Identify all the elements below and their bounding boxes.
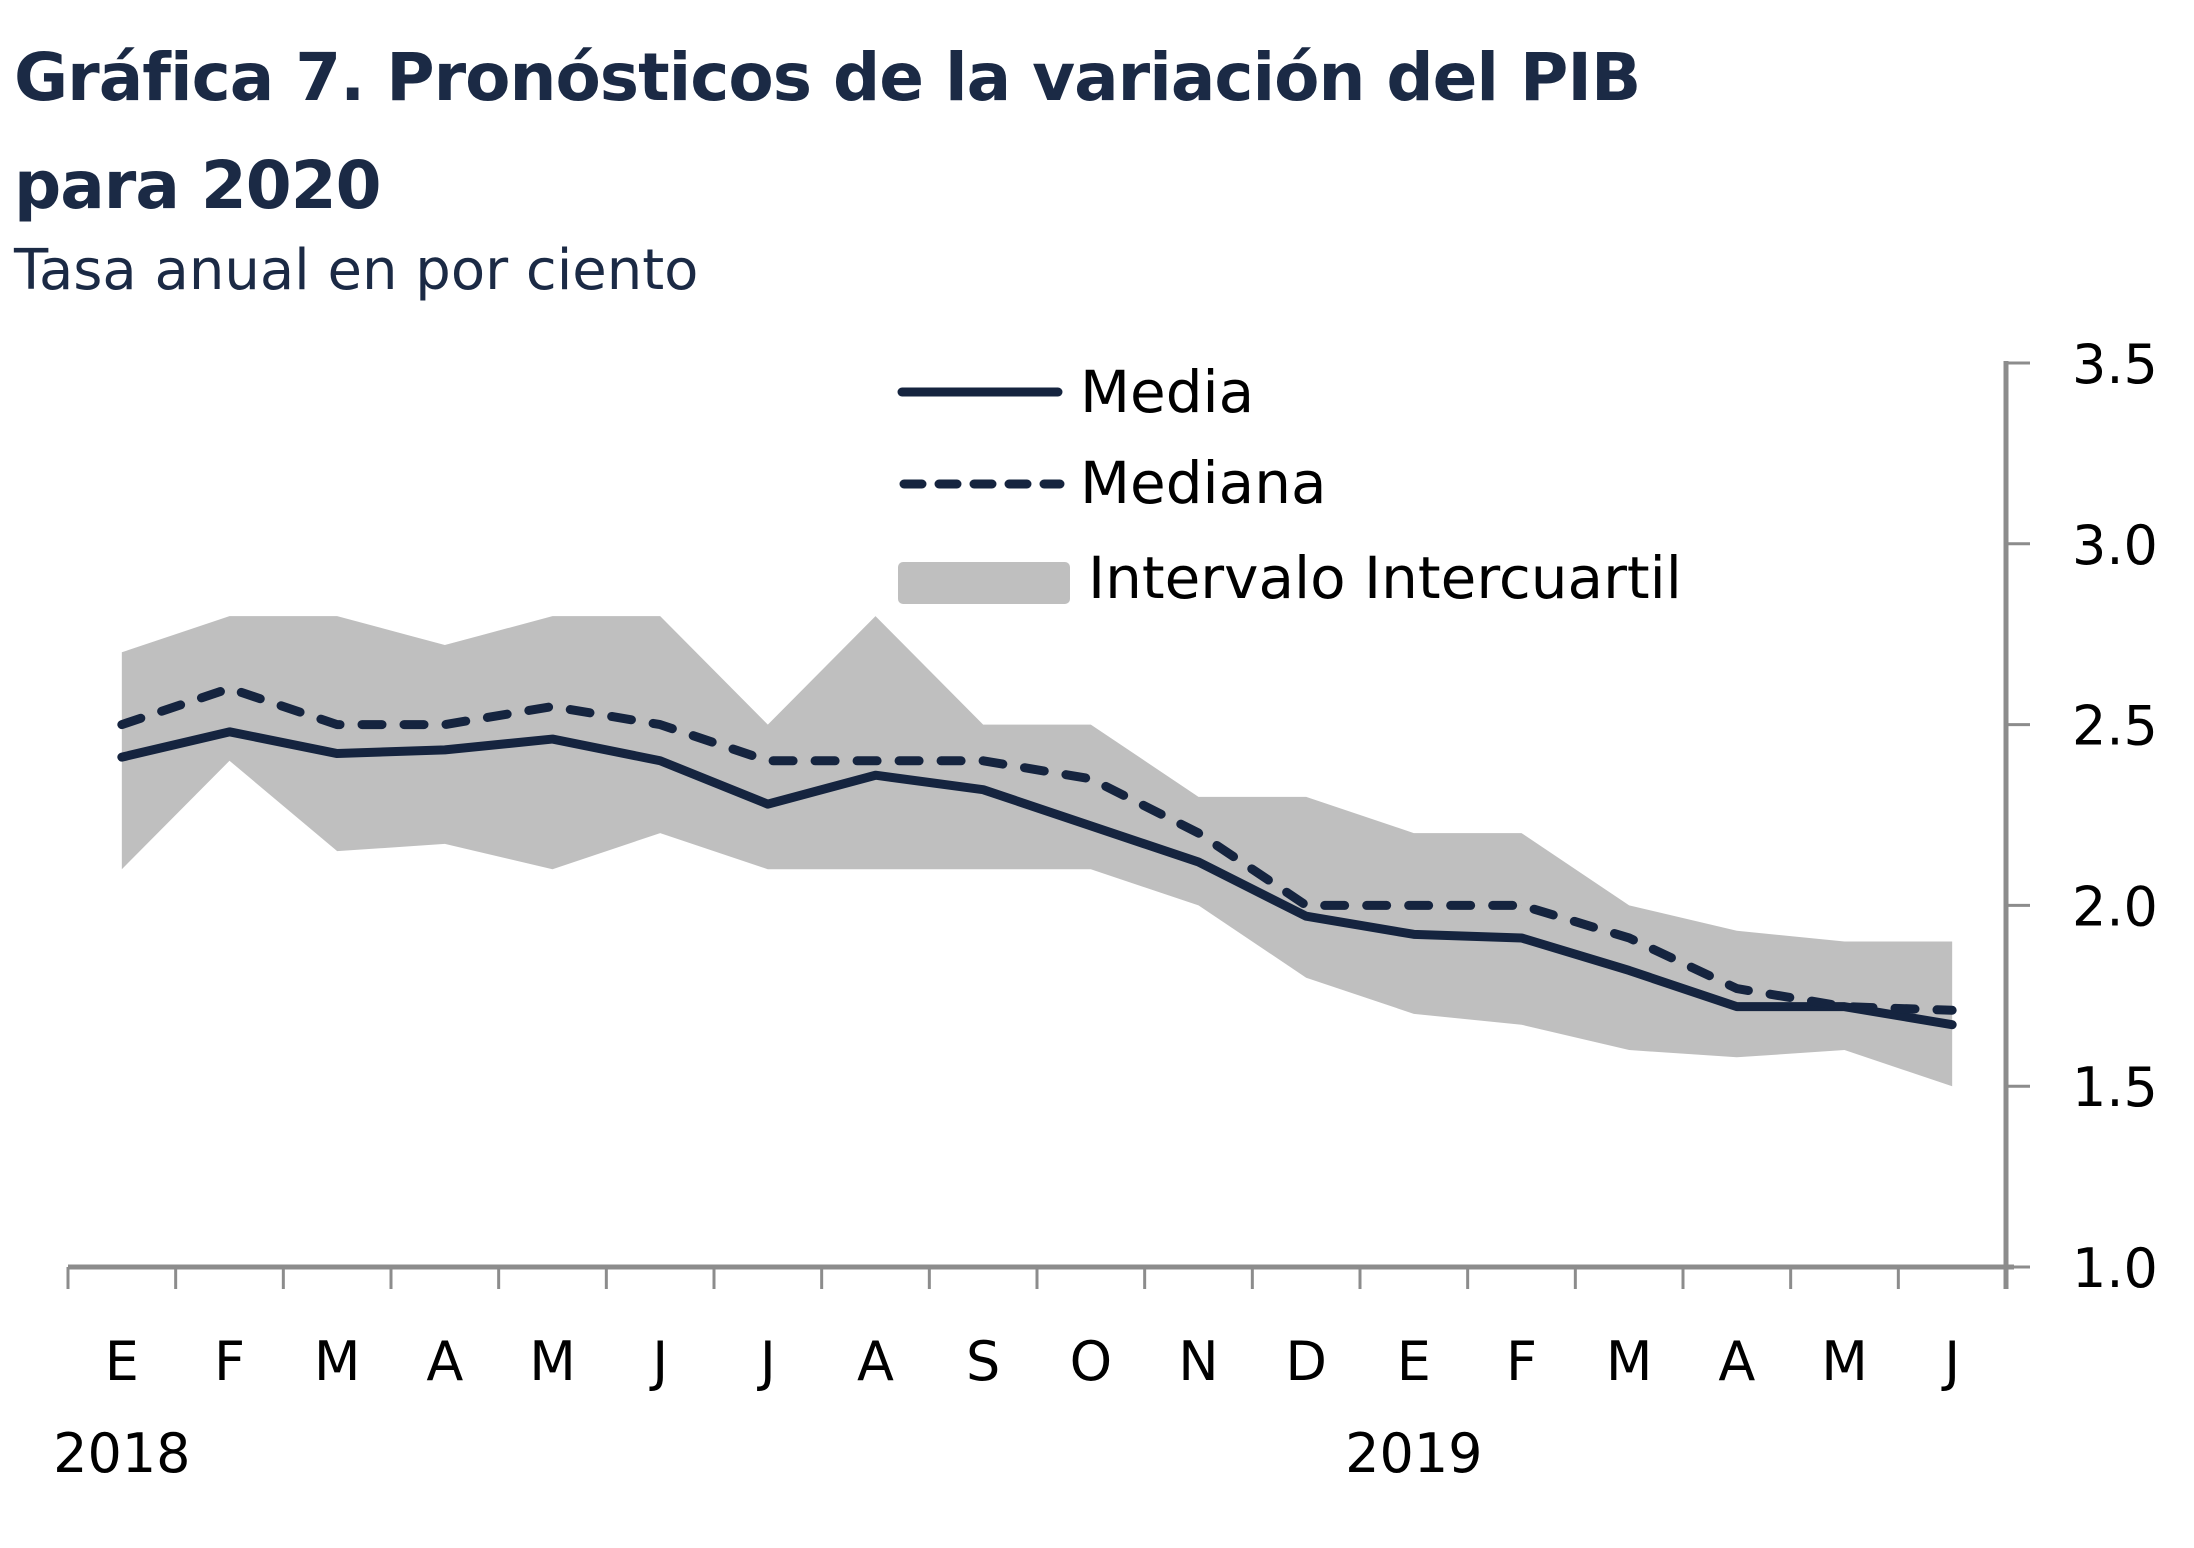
legend-label-intervalo: Intervalo Intercuartil xyxy=(1088,544,1682,612)
y-tick-label: 2.0 xyxy=(2072,875,2158,938)
chart-subtitle: Tasa anual en por ciento xyxy=(14,238,699,303)
series-line-media xyxy=(117,727,1957,1030)
year-label: 2019 xyxy=(1345,1422,1482,1485)
axes-layer xyxy=(66,361,2030,1289)
interquartile-band xyxy=(121,616,1953,1087)
x-tick-label: M xyxy=(1821,1330,1868,1393)
y-tick-label: 2.5 xyxy=(2072,695,2158,758)
band-layer xyxy=(121,616,1953,1087)
chart-title-line-2: para 2020 xyxy=(14,147,382,224)
year-label: 2018 xyxy=(53,1422,190,1485)
y-tick-label: 1.0 xyxy=(2072,1237,2158,1300)
x-tick-label: J xyxy=(757,1330,776,1393)
x-tick-label: N xyxy=(1178,1330,1218,1393)
legend-label-media: Media xyxy=(1080,358,1254,426)
x-tick-label: M xyxy=(1606,1330,1653,1393)
legend-label-mediana: Mediana xyxy=(1080,449,1327,517)
x-tick-label: D xyxy=(1285,1330,1327,1393)
x-tick-label: J xyxy=(1941,1330,1960,1393)
legend-swatch-intervalo xyxy=(898,562,1070,604)
y-tick-label: 3.5 xyxy=(2072,333,2158,396)
x-tick-label: S xyxy=(966,1330,1000,1393)
y-tick-label: 1.5 xyxy=(2072,1056,2158,1119)
chart-title-line-1: Gráfica 7. Pronósticos de la variación d… xyxy=(14,39,1641,116)
series-line-mediana xyxy=(117,683,1957,1015)
y-tick-label: 3.0 xyxy=(2072,514,2158,577)
x-tick-label: J xyxy=(649,1330,668,1393)
x-tick-label: M xyxy=(314,1330,361,1393)
lines-layer xyxy=(117,683,1957,1030)
x-tick-label: A xyxy=(426,1330,463,1393)
legend: Media Mediana Intervalo Intercuartil xyxy=(897,358,1682,612)
x-tick-label: A xyxy=(1718,1330,1755,1393)
x-tick-label: O xyxy=(1070,1330,1113,1393)
x-tick-label: M xyxy=(529,1330,576,1393)
x-tick-label: F xyxy=(1506,1330,1537,1393)
x-tick-label: E xyxy=(1397,1330,1431,1393)
chart-title: Gráfica 7. Pronósticos de la variación d… xyxy=(14,24,1814,240)
x-tick-label: F xyxy=(214,1330,245,1393)
x-tick-label: E xyxy=(105,1330,139,1393)
x-tick-label: A xyxy=(857,1330,894,1393)
labels-layer: 3.5 3.0 2.5 2.0 1.5 1.0 E F M A M J J A S O N D E F M A M J 2018… xyxy=(53,333,2158,1485)
